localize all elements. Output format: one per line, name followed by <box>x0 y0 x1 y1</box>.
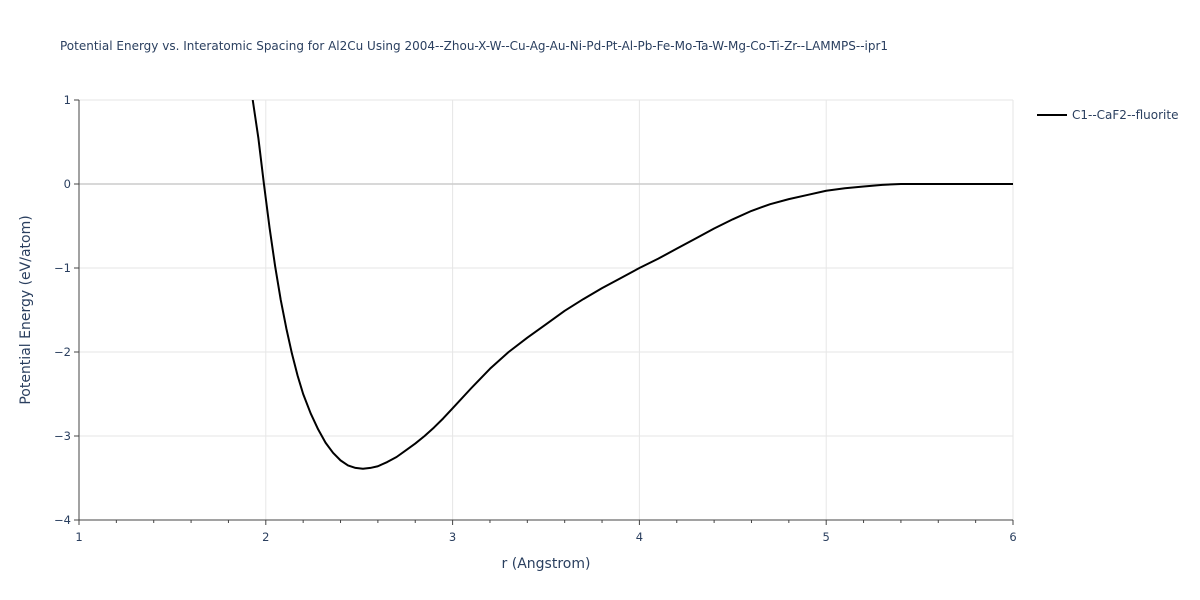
y-tick-label: −3 <box>54 429 71 443</box>
legend-entry-label: C1--CaF2--fluorite <box>1072 108 1178 122</box>
y-tick-label: 0 <box>64 177 71 191</box>
x-tick-label: 5 <box>823 530 830 544</box>
grid <box>79 99 1014 520</box>
y-tick-label: −1 <box>54 261 71 275</box>
x-tick-label: 6 <box>1009 530 1016 544</box>
axes: 1 2 3 4 5 6 −4 −3 −2 −1 0 1 <box>54 93 1017 544</box>
chart-title: Potential Energy vs. Interatomic Spacing… <box>60 39 888 53</box>
x-axis-title: r (Angstrom) <box>502 556 591 572</box>
x-tick-label: 1 <box>75 530 82 544</box>
series-line-0 <box>251 100 1013 470</box>
y-tick-label: −4 <box>54 513 71 527</box>
y-tick-label: 1 <box>64 93 71 107</box>
x-tick-label: 4 <box>636 530 643 544</box>
x-tick-label: 2 <box>262 530 269 544</box>
y-axis-title: Potential Energy (eV/atom) <box>18 215 34 404</box>
y-tick-label: −2 <box>54 345 71 359</box>
series-layer <box>251 100 1013 470</box>
x-tick-label: 3 <box>449 530 456 544</box>
legend[interactable]: C1--CaF2--fluorite <box>1037 108 1178 122</box>
